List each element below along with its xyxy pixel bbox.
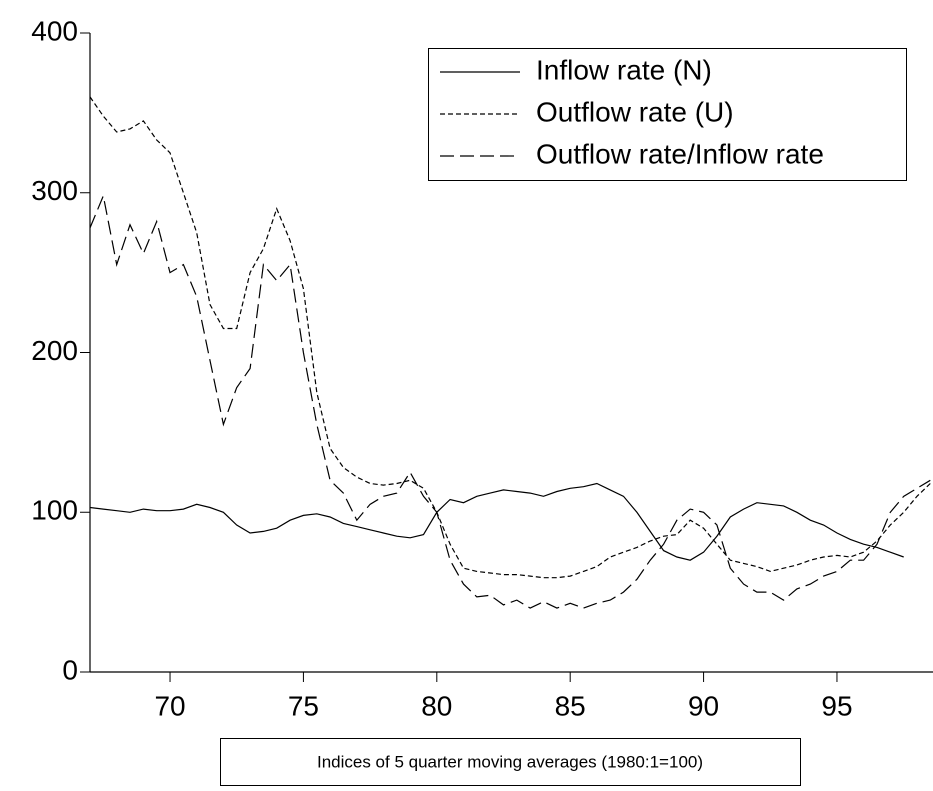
- x-tick-label: 80: [421, 690, 452, 721]
- x-tick-label: 95: [821, 690, 852, 721]
- caption-box: [220, 738, 801, 786]
- y-tick-label: 200: [31, 335, 78, 366]
- legend-box: [428, 48, 907, 181]
- y-tick-label: 300: [31, 175, 78, 206]
- y-tick-label: 100: [31, 495, 78, 526]
- legend-label: Outflow rate (U): [536, 96, 734, 127]
- x-tick-label: 85: [555, 690, 586, 721]
- caption: Indices of 5 quarter moving averages (19…: [317, 752, 703, 771]
- series-line: [89, 96, 931, 579]
- y-tick-label: 0: [62, 654, 78, 685]
- legend-label: Inflow rate (N): [536, 54, 712, 85]
- series-line: [89, 193, 931, 609]
- legend-label: Outflow rate/Inflow rate: [536, 138, 824, 169]
- series-line: [89, 482, 904, 561]
- x-tick-label: 75: [288, 690, 319, 721]
- y-tick-label: 400: [31, 15, 78, 46]
- x-tick-label: 70: [154, 690, 185, 721]
- x-tick-label: 90: [688, 690, 719, 721]
